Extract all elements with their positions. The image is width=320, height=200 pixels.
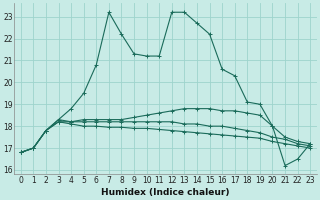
X-axis label: Humidex (Indice chaleur): Humidex (Indice chaleur) [101, 188, 230, 197]
